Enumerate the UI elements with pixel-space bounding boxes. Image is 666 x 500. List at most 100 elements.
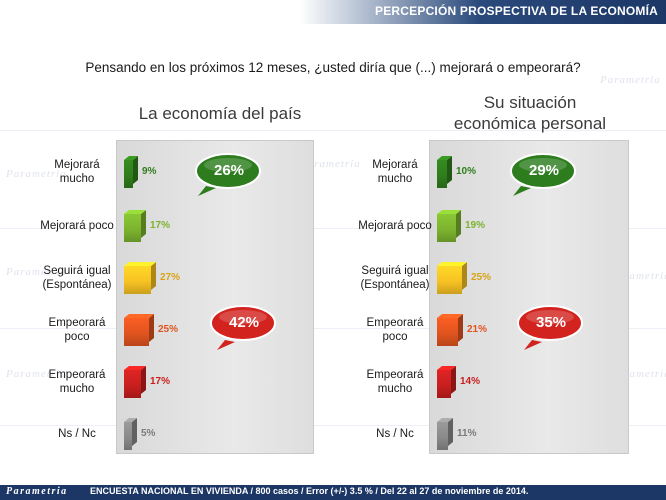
category-label: Empeorará mucho (34, 368, 120, 396)
chart-title-personal: Su situación económica personal (430, 92, 630, 134)
category-label-line: Empeorará (48, 369, 106, 381)
category-label-line: Empeorará (48, 317, 106, 329)
bar-value-label: 14% (460, 376, 481, 387)
watermark-text: Parametria (6, 368, 67, 380)
bar-value-label: 9% (142, 166, 157, 177)
category-label: Mejorará poco (352, 219, 438, 233)
bar-depth-top (437, 366, 456, 370)
page-title: PERCEPCIÓN PROSPECTIVA DE LA ECONOMÍA (375, 4, 658, 18)
chart-title-country: La economía del país (138, 104, 302, 123)
bar-value-label: 17% (150, 376, 171, 387)
bar (124, 266, 151, 294)
bubble-shape (517, 305, 583, 350)
chart-plot-area-country (116, 140, 314, 454)
category-label: Mejorará mucho (352, 158, 438, 186)
bar (437, 318, 458, 346)
bar (437, 160, 447, 188)
footer-logo: Parametria (6, 486, 68, 497)
bar (437, 266, 462, 294)
category-label: Empeorará poco (352, 316, 438, 344)
bubble-shape (195, 153, 261, 196)
bubble-shape (210, 305, 276, 350)
bar-depth-side (133, 156, 138, 184)
category-label-line: mucho (377, 173, 413, 185)
chart-title-line: Su situación (483, 93, 577, 112)
header-bar: PERCEPCIÓN PROSPECTIVA DE LA ECONOMÍA (0, 0, 666, 24)
bar-depth-side (448, 418, 453, 446)
category-label-line: Mejorará poco (40, 220, 114, 232)
bar (124, 160, 133, 188)
bar-depth-side (132, 418, 137, 446)
bar (437, 370, 451, 398)
category-label-line: Mejorará (54, 159, 100, 171)
bar (437, 214, 456, 242)
bubble-value: 35% (535, 314, 567, 331)
watermark-text: Parametria (6, 168, 67, 180)
chart-title-line: económica personal (453, 114, 607, 133)
bar-value-label: 17% (150, 220, 171, 231)
bar-value-label: 25% (158, 324, 179, 335)
category-label-line: Mejorará (372, 159, 418, 171)
bar-depth-top (124, 418, 137, 422)
category-label-line: Empeorará (366, 317, 424, 329)
bubble-value: 26% (213, 162, 245, 179)
category-label-line: Seguirá igual (43, 265, 111, 277)
bar-depth-top (124, 156, 138, 160)
bar-depth-top (437, 210, 461, 214)
bar-value-label: 21% (467, 324, 488, 335)
category-label-line: mucho (377, 383, 413, 395)
bar-depth-side (451, 366, 456, 394)
bar (124, 214, 141, 242)
footer-methodology-note: ENCUESTA NACIONAL EN VIVIENDA / 800 caso… (90, 486, 529, 496)
category-label: Seguirá igual (Espontánea) (34, 264, 120, 292)
chart-plot-area-personal (429, 140, 629, 454)
bar-depth-side (458, 314, 463, 342)
category-label-line: Ns / Nc (376, 428, 414, 440)
category-label-line: mucho (59, 383, 95, 395)
bar-depth-top (437, 262, 467, 266)
bar-value-label: 27% (160, 272, 181, 283)
category-label: Seguirá igual (Espontánea) (352, 264, 438, 292)
bar (124, 422, 132, 450)
watermark-text: Parametria (600, 74, 661, 86)
bar (437, 422, 448, 450)
bar-depth-side (456, 210, 461, 238)
category-label-line: (Espontánea) (42, 279, 112, 291)
bar-depth-top (124, 262, 156, 266)
bar-depth-side (141, 366, 146, 394)
category-label: Mejorará poco (34, 219, 120, 233)
category-label-line: poco (382, 331, 408, 343)
bar-value-label: 5% (141, 428, 156, 439)
bar-depth-top (437, 156, 452, 160)
category-label-line: Ns / Nc (58, 428, 96, 440)
bar-depth-top (124, 366, 146, 370)
category-label-line: poco (64, 331, 90, 343)
bar-value-label: 25% (471, 272, 492, 283)
worsen-total-bubble: 35% (514, 304, 584, 350)
category-label-line: Empeorará (366, 369, 424, 381)
bar-depth-side (151, 262, 156, 290)
category-label: Ns / Nc (352, 427, 438, 441)
bar-depth-top (124, 314, 154, 318)
bar-depth-top (124, 210, 146, 214)
bar-value-label: 19% (465, 220, 486, 231)
bar-depth-side (447, 156, 452, 184)
improve-total-bubble: 29% (507, 152, 577, 198)
category-label-line: mucho (59, 173, 95, 185)
footer-bar: Parametria ENCUESTA NACIONAL EN VIVIENDA… (0, 485, 666, 500)
watermark-text: Parametria (6, 266, 67, 278)
bar (124, 370, 141, 398)
watermark-text: Parametria (300, 158, 361, 170)
worsen-total-bubble: 42% (207, 304, 277, 350)
bar-value-label: 11% (457, 428, 477, 439)
bar-depth-side (462, 262, 467, 290)
category-label: Empeorará mucho (352, 368, 438, 396)
category-label: Ns / Nc (34, 427, 120, 441)
bar (124, 318, 149, 346)
bubble-value: 29% (528, 162, 560, 179)
category-label-line: Seguirá igual (361, 265, 429, 277)
bubble-shape (510, 153, 576, 196)
bar-depth-top (437, 314, 463, 318)
category-label: Empeorará poco (34, 316, 120, 344)
survey-question: Pensando en los próximos 12 meses, ¿uste… (85, 60, 581, 75)
